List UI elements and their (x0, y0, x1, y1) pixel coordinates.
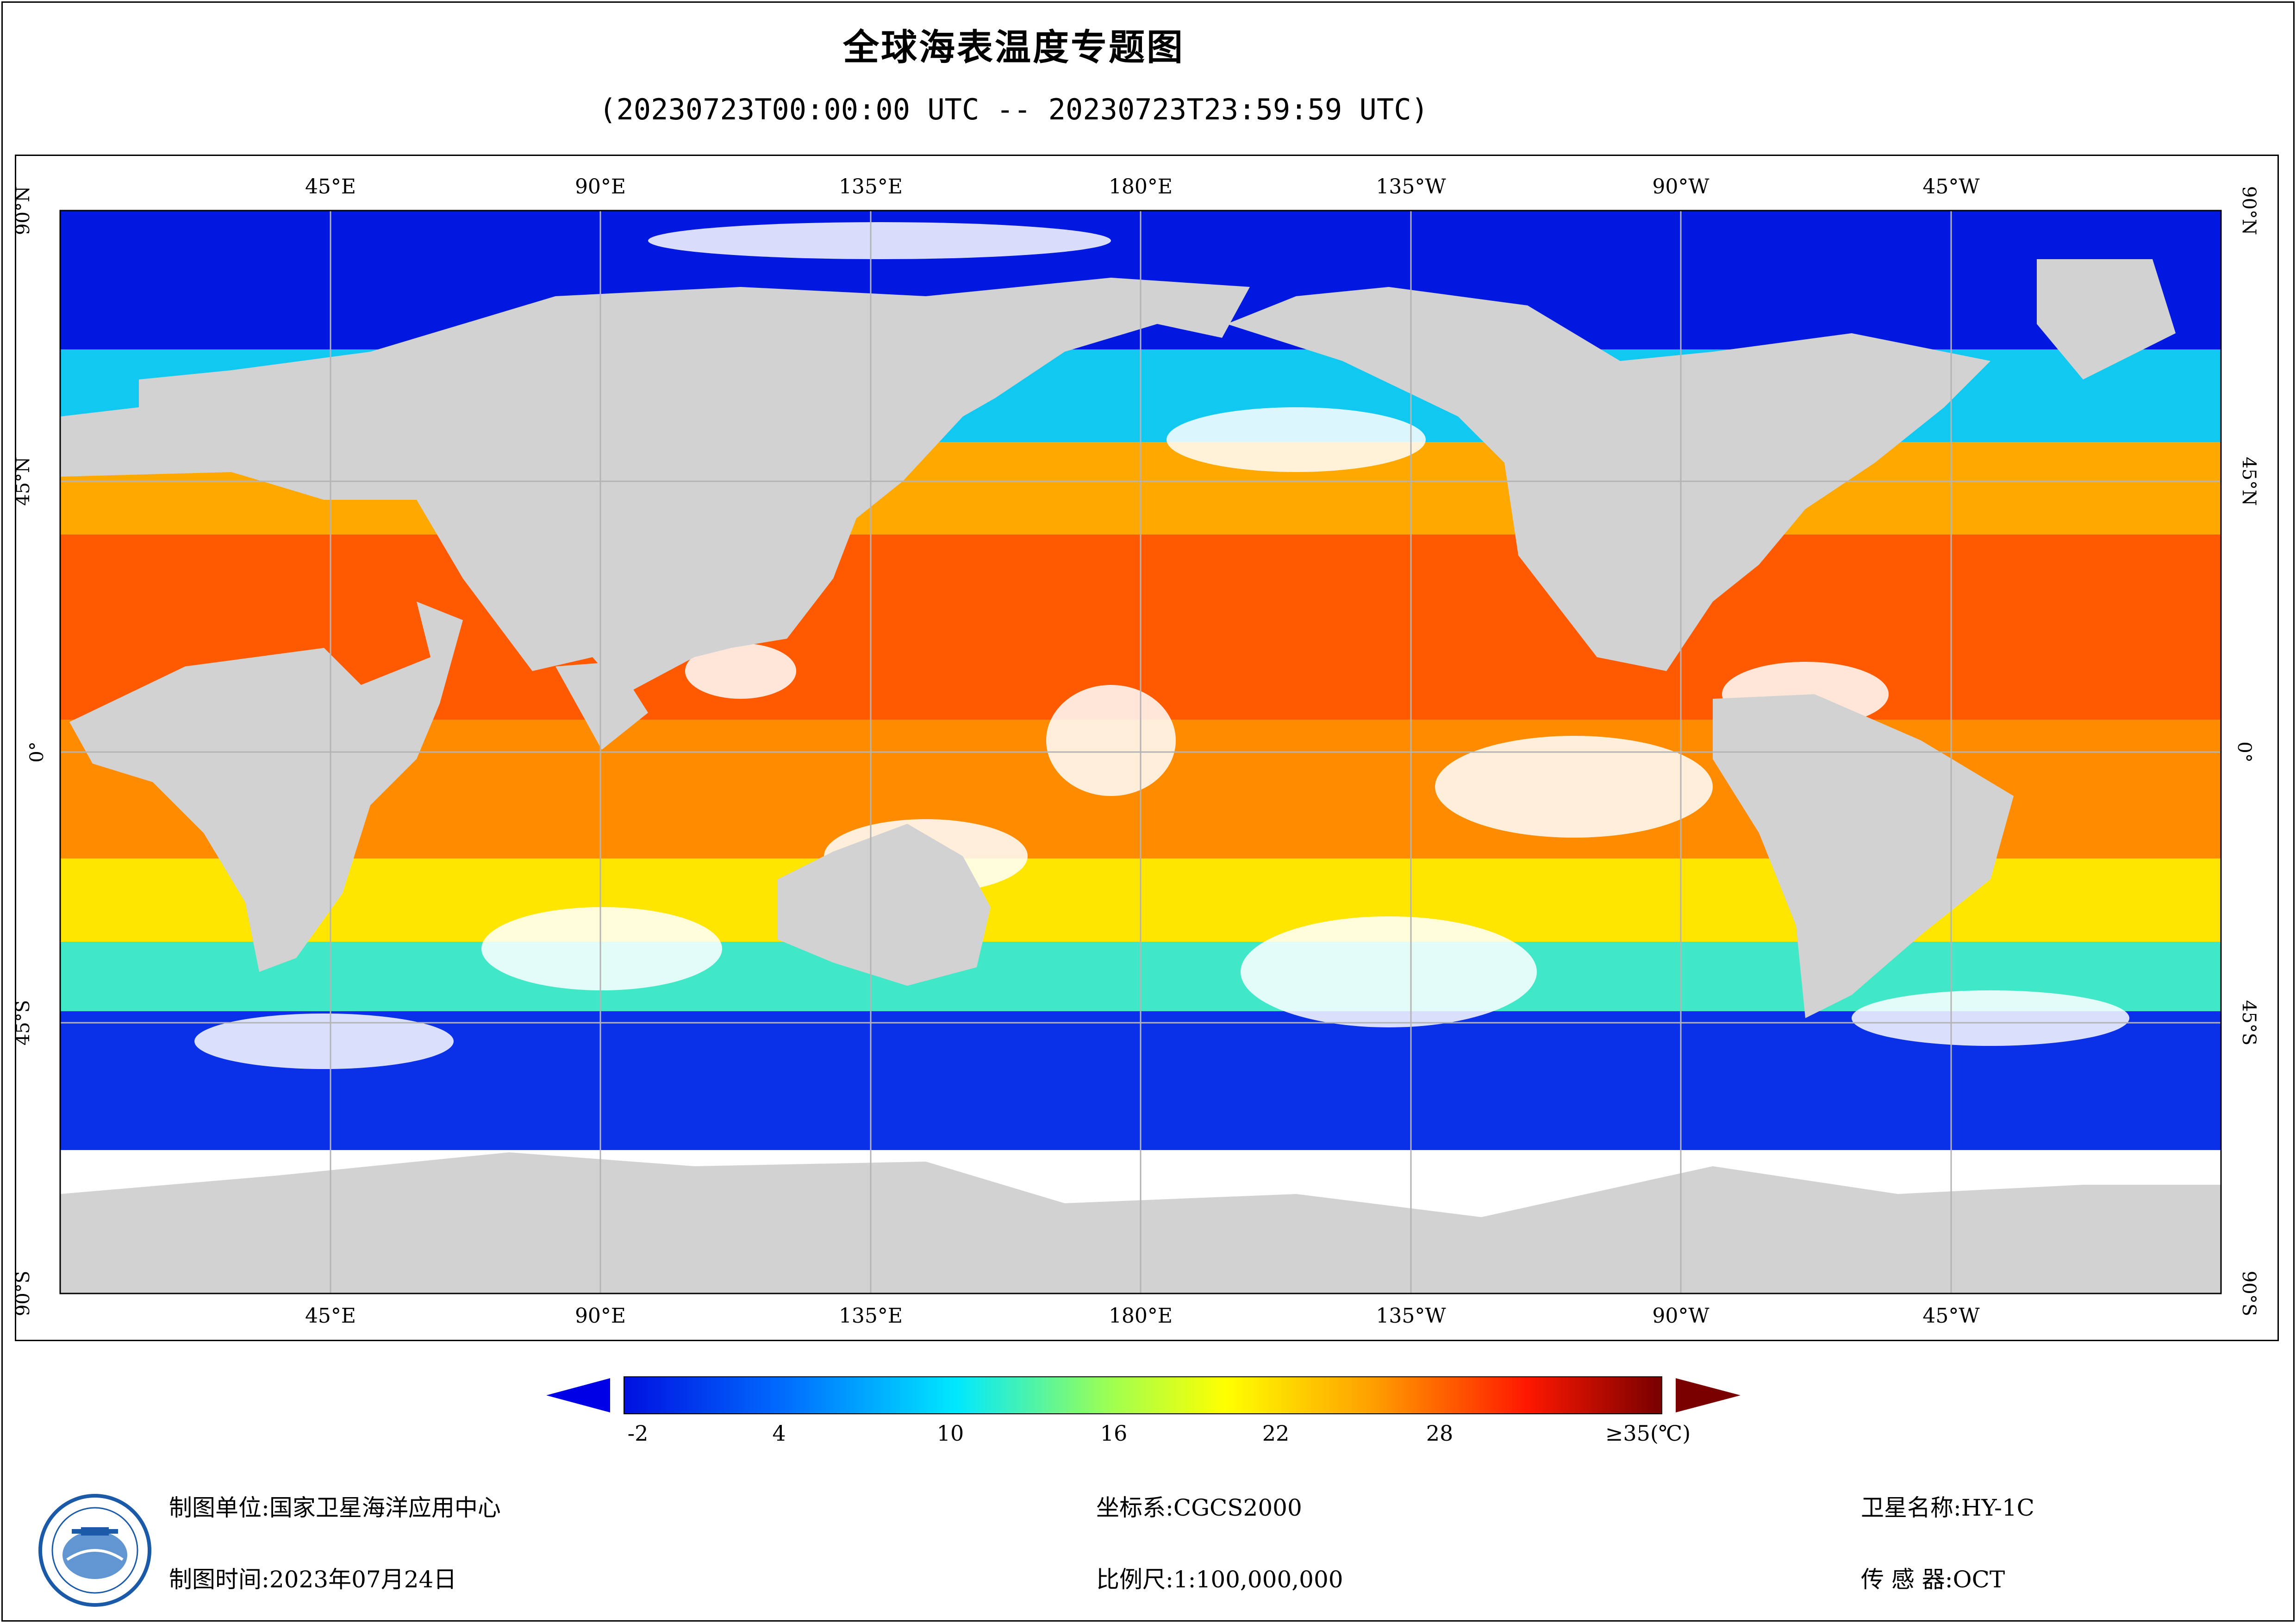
colorbar-tick-label: 22 (1262, 1421, 1290, 1446)
lon-label-top: 90°E (574, 175, 626, 199)
lon-label-top: 90°W (1652, 175, 1710, 199)
scale-label: 比例尺:1:100,000,000 (1096, 1566, 1343, 1593)
lon-label-top: 135°E (838, 175, 903, 199)
lon-label-bottom: 180°E (1108, 1304, 1173, 1328)
sensor-label: 传 感 器:OCT (1861, 1566, 2005, 1593)
lon-label-top: 45°E (305, 175, 356, 199)
lon-label-bottom: 90°W (1652, 1304, 1710, 1328)
nsoas-logo (38, 1494, 151, 1607)
lon-label-bottom: 135°W (1376, 1304, 1446, 1328)
satellite-label: 卫星名称:HY-1C (1861, 1494, 2034, 1521)
map-time-label: 制图时间:2023年07月24日 (169, 1566, 457, 1593)
north-america (1227, 287, 1990, 671)
crs-label: 坐标系:CGCS2000 (1096, 1494, 1302, 1521)
map-unit-label: 制图单位:国家卫星海洋应用中心 (169, 1494, 501, 1521)
lon-label-top: 135°W (1376, 175, 1446, 199)
india (555, 662, 648, 750)
lon-label-bottom: 90°E (574, 1304, 626, 1328)
lon-label-top: 45°W (1922, 175, 1980, 199)
map-plot-border (59, 210, 2222, 1294)
colorbar-tick-label: ≥35(℃) (1605, 1421, 1691, 1446)
colorbar-tick-label: 28 (1426, 1421, 1454, 1446)
colorbar-tick-label: 4 (772, 1421, 786, 1446)
africa (69, 602, 463, 972)
graticule (60, 211, 2221, 1293)
map-title: 全球海表温度专题图 (842, 27, 1185, 68)
greenland (2037, 259, 2176, 379)
colorbar-tick-label: 16 (1100, 1421, 1128, 1446)
colorbar-low-arrow (546, 1378, 610, 1412)
colorbar-tick-label: -2 (627, 1421, 649, 1446)
colorbar-ramp (624, 1376, 1662, 1414)
map-frame (15, 155, 2279, 1341)
lon-label-bottom: 45°W (1922, 1304, 1980, 1328)
map-subtitle: (20230723T00:00:00 UTC -- 20230723T23:59… (599, 93, 1429, 126)
australia (778, 824, 991, 986)
eurasia (60, 278, 1250, 694)
lon-label-top: 180°E (1108, 175, 1173, 199)
lon-label-bottom: 45°E (305, 1304, 356, 1328)
lon-label-bottom: 135°E (838, 1304, 903, 1328)
colorbar-high-arrow (1676, 1378, 1741, 1412)
south-america (1713, 694, 2014, 1018)
colorbar-tick-label: 10 (936, 1421, 964, 1446)
